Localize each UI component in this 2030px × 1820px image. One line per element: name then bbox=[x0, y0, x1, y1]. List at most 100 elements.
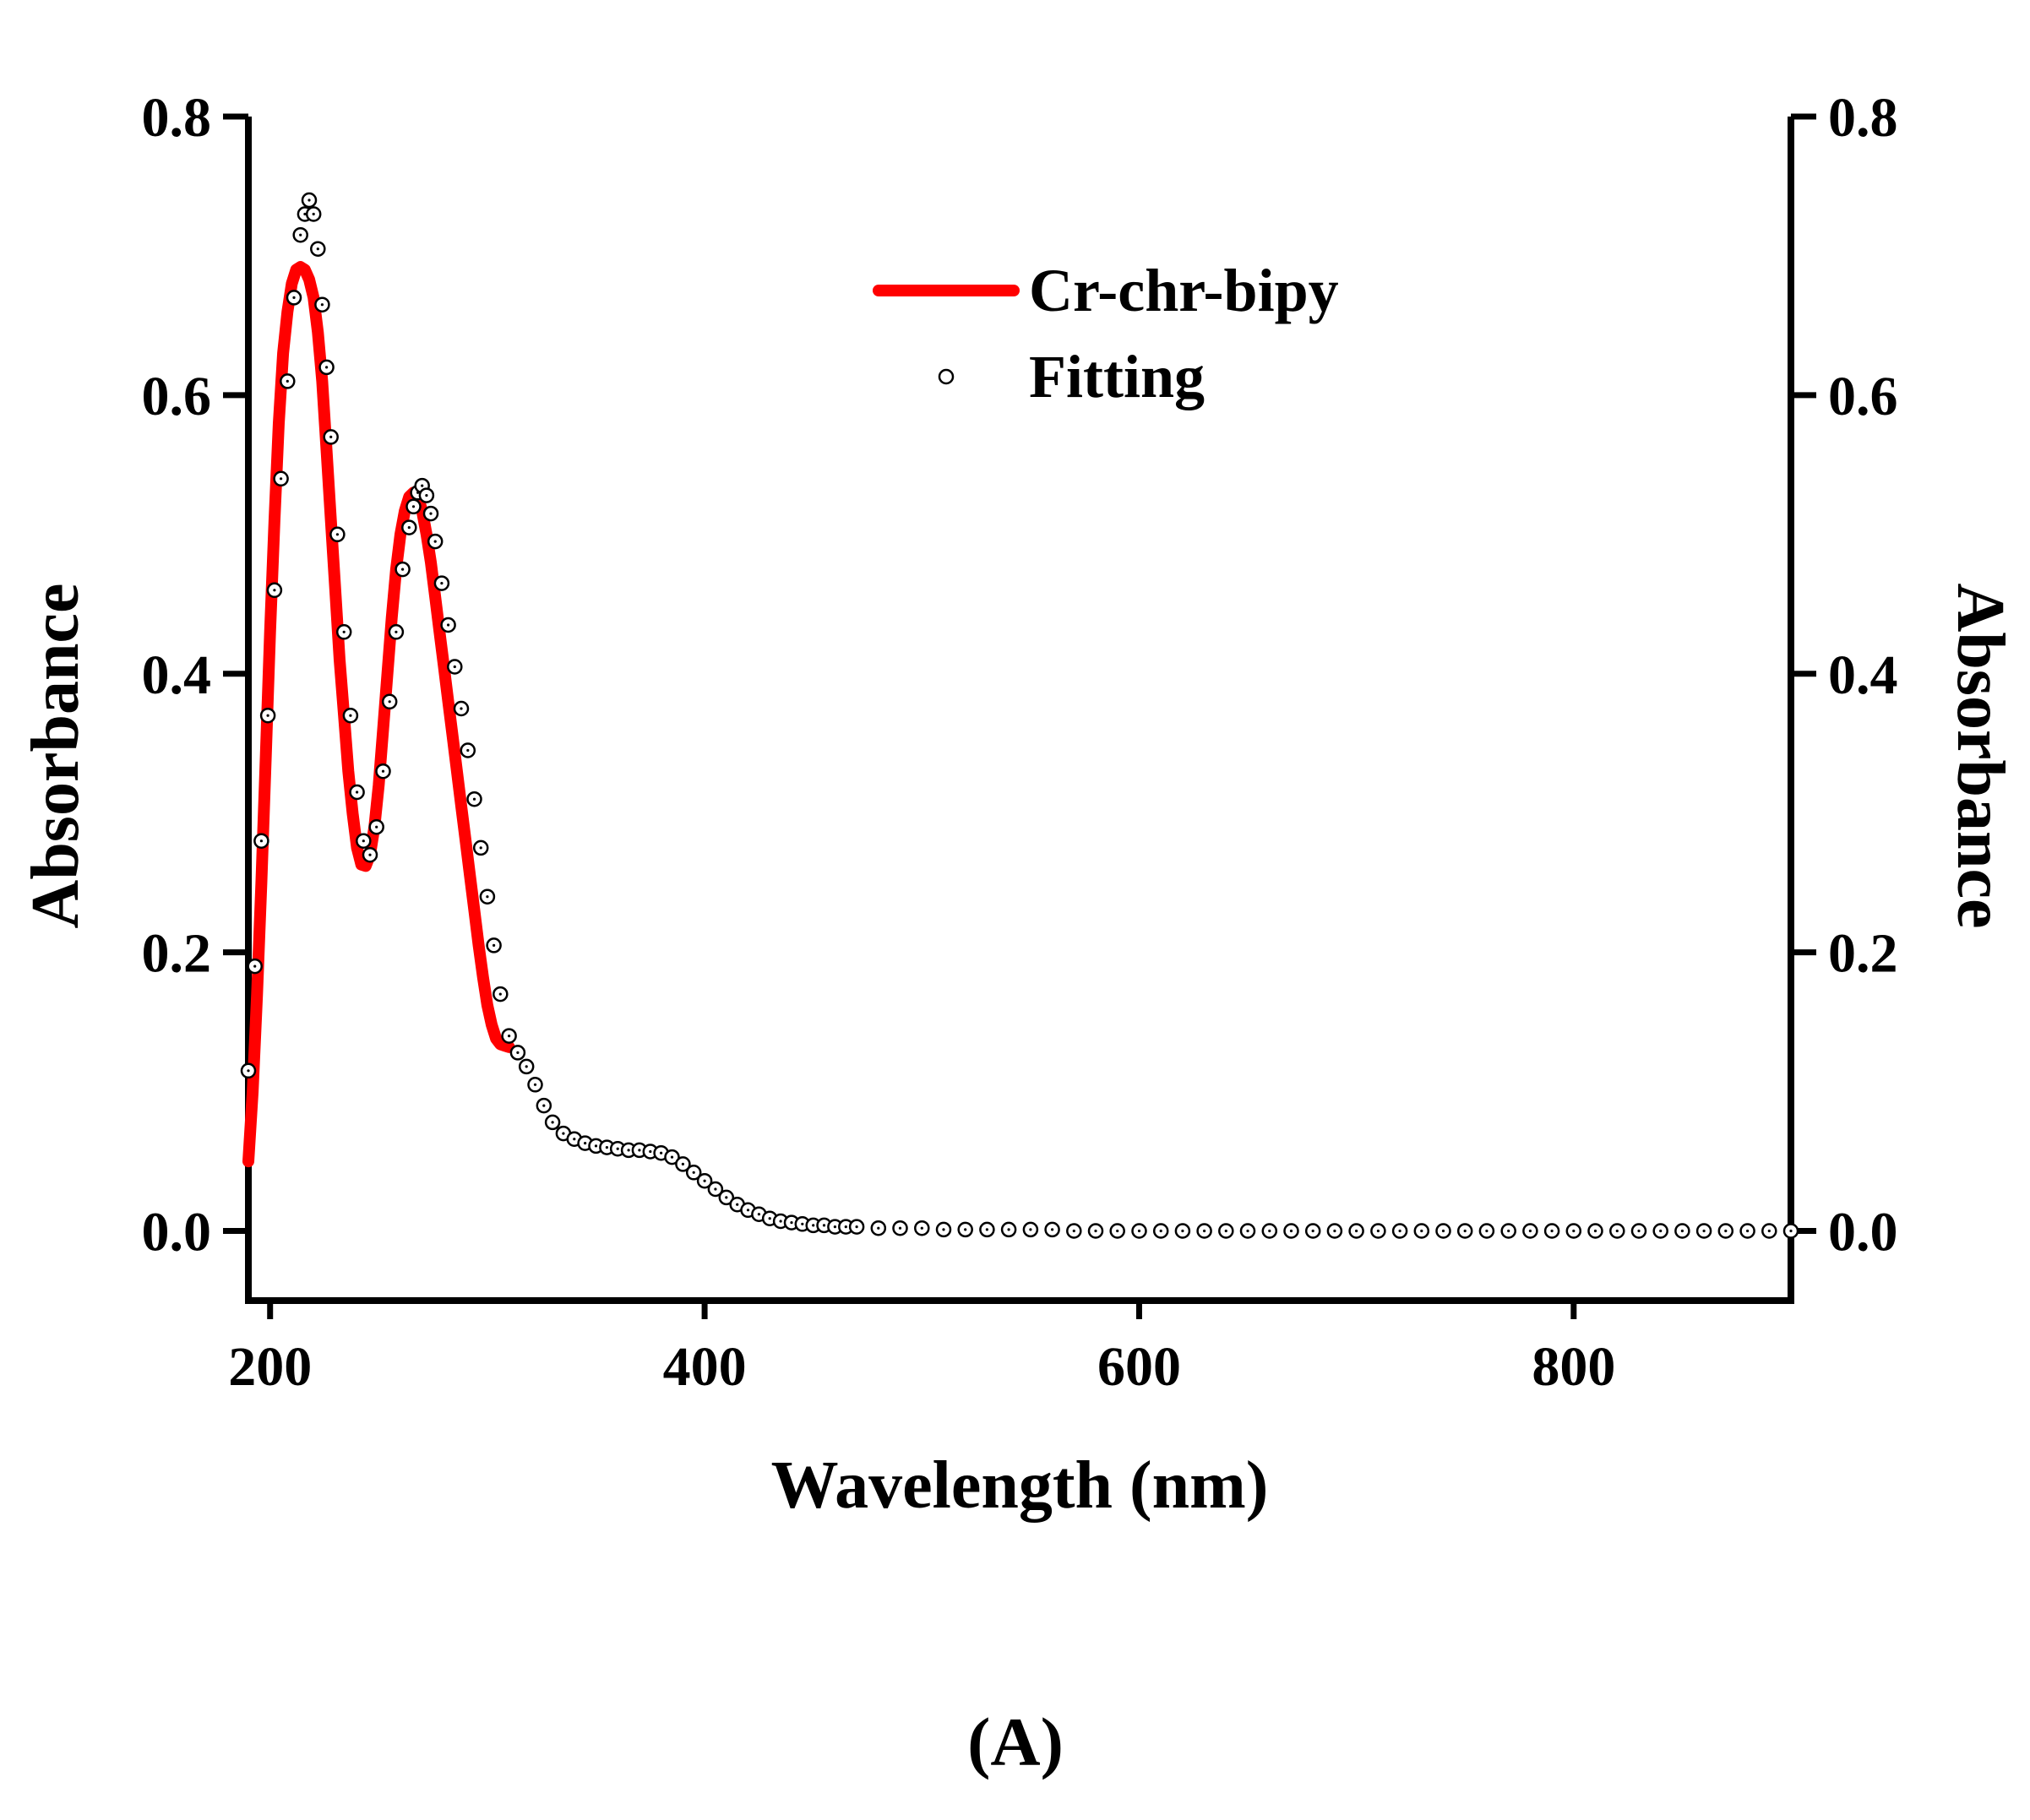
legend-label-series-2: Fitting bbox=[1029, 343, 1205, 410]
fitting-point-center bbox=[1311, 1229, 1314, 1233]
fitting-point-center bbox=[1159, 1229, 1162, 1233]
fitting-point-center bbox=[1767, 1229, 1771, 1233]
fitting-point-center bbox=[877, 1226, 880, 1230]
fitting-point-center bbox=[812, 1224, 815, 1227]
fitting-point-center bbox=[725, 1196, 728, 1199]
fitting-point-center bbox=[292, 296, 296, 299]
legend: Cr-chr-bipy Fitting bbox=[873, 257, 1339, 410]
fitting-point-center bbox=[453, 665, 456, 669]
y-axis-title-right: Absorbance bbox=[1943, 584, 2017, 929]
y-tick-label-right-3: 0.6 bbox=[1828, 366, 1898, 427]
fitting-point-center bbox=[833, 1225, 837, 1229]
fitting-point-center bbox=[395, 630, 398, 633]
y-tick-label-right-1: 0.2 bbox=[1828, 923, 1898, 985]
fitting-point-center bbox=[349, 714, 352, 717]
fitting-point-center bbox=[1116, 1229, 1119, 1233]
fitting-point-center bbox=[1137, 1229, 1141, 1233]
fitting-point-center bbox=[472, 797, 476, 801]
fitting-point-center bbox=[605, 1146, 609, 1149]
fitting-point-center bbox=[1463, 1229, 1467, 1233]
fitting-point-center bbox=[253, 964, 257, 968]
fitting-point-center bbox=[533, 1083, 537, 1086]
fitting-point-center bbox=[844, 1225, 847, 1229]
fitting-point-center bbox=[1528, 1229, 1532, 1233]
x-tick-label-3: 800 bbox=[1532, 1336, 1615, 1398]
fitting-point-center bbox=[1615, 1229, 1619, 1233]
fitting-point-center bbox=[1181, 1229, 1184, 1233]
fitting-point-center bbox=[1203, 1229, 1206, 1233]
fitting-point-center bbox=[562, 1132, 565, 1135]
fitting-point-center bbox=[381, 769, 385, 773]
y-tick-label-right-4: 0.8 bbox=[1828, 87, 1898, 149]
fitting-point-center bbox=[616, 1147, 619, 1150]
fitting-point-center bbox=[1289, 1229, 1293, 1233]
fitting-point-center bbox=[425, 494, 428, 497]
fitting-point-center bbox=[266, 714, 269, 717]
fitting-point-center bbox=[1659, 1229, 1663, 1233]
fitting-point-center bbox=[551, 1121, 554, 1124]
fitting-point-center bbox=[325, 366, 329, 369]
y-tick-label-left-2: 0.4 bbox=[142, 644, 212, 706]
fitting-point-center bbox=[670, 1155, 674, 1159]
x-tick-label-2: 600 bbox=[1097, 1336, 1181, 1398]
fitting-point-center bbox=[1550, 1229, 1554, 1233]
fitting-point-center bbox=[486, 895, 489, 899]
fitting-point-center bbox=[964, 1228, 967, 1231]
fitting-point-center bbox=[801, 1222, 804, 1225]
fitting-point-center bbox=[1637, 1229, 1641, 1233]
fitting-point-center bbox=[1420, 1229, 1423, 1233]
fitting-point-center bbox=[736, 1203, 739, 1206]
fitting-point-center bbox=[407, 526, 411, 530]
fitting-point-center bbox=[342, 630, 346, 633]
fitting-point-center bbox=[362, 839, 365, 843]
fitting-point-center bbox=[1593, 1229, 1597, 1233]
x-tick-label-1: 400 bbox=[663, 1336, 747, 1398]
fitting-point-center bbox=[247, 1069, 250, 1073]
fitting-point-center bbox=[822, 1224, 826, 1227]
fitting-point-center bbox=[898, 1226, 902, 1230]
series-layer bbox=[240, 192, 1799, 1239]
fitting-point-center bbox=[460, 707, 463, 710]
fitting-point-center bbox=[316, 247, 319, 251]
fitting-point-center bbox=[1072, 1229, 1075, 1233]
fitting-point-center bbox=[368, 853, 372, 856]
fitting-point-center bbox=[855, 1225, 858, 1229]
fitting-point-center bbox=[479, 846, 482, 850]
y-tick-label-right-2: 0.4 bbox=[1828, 644, 1898, 706]
fitting-point-center bbox=[466, 748, 470, 752]
fitting-point-center bbox=[508, 1035, 511, 1038]
fitting-point-center bbox=[329, 435, 333, 439]
fitting-point-center bbox=[1333, 1229, 1336, 1233]
fitting-point-center bbox=[768, 1217, 771, 1220]
fitting-point-center bbox=[1355, 1229, 1358, 1233]
fitting-point-center bbox=[649, 1149, 652, 1154]
fitting-point-center bbox=[516, 1051, 520, 1054]
fitting-point-center bbox=[1029, 1228, 1032, 1231]
fitting-point-center bbox=[259, 839, 263, 843]
x-axis-title: Wavelength (nm) bbox=[771, 1448, 1269, 1523]
ticks-layer: 200 400 600 800 0.0 0.0 0.2 0.2 0.4 0.4 0.6 0.6 0.8 0… bbox=[142, 87, 1898, 1398]
fitting-point-center bbox=[1094, 1229, 1097, 1233]
panel-label: (A) bbox=[967, 1703, 1064, 1780]
fitting-point-center bbox=[429, 512, 433, 515]
fitting-point-center bbox=[660, 1151, 663, 1154]
fitting-point-center bbox=[493, 943, 496, 947]
fitting-point-center bbox=[356, 790, 359, 794]
fitting-point-center bbox=[433, 540, 437, 543]
fitting-point-center bbox=[1246, 1229, 1249, 1233]
fitting-point-center bbox=[920, 1226, 923, 1230]
fitting-point-center bbox=[1398, 1229, 1401, 1233]
fitting-point-center bbox=[703, 1179, 706, 1182]
fitting-point-center bbox=[1485, 1229, 1488, 1233]
fitting-point-center bbox=[388, 700, 391, 704]
fitting-point-center bbox=[542, 1104, 546, 1107]
fitting-point-center bbox=[312, 212, 315, 216]
fitting-point-center bbox=[498, 992, 502, 996]
fitting-point-center bbox=[714, 1187, 717, 1191]
fitting-point-center bbox=[1224, 1229, 1227, 1233]
fitting-point-center bbox=[746, 1209, 750, 1212]
y-tick-label-left-0: 0.0 bbox=[142, 1202, 212, 1263]
fitting-point-center bbox=[942, 1228, 945, 1231]
